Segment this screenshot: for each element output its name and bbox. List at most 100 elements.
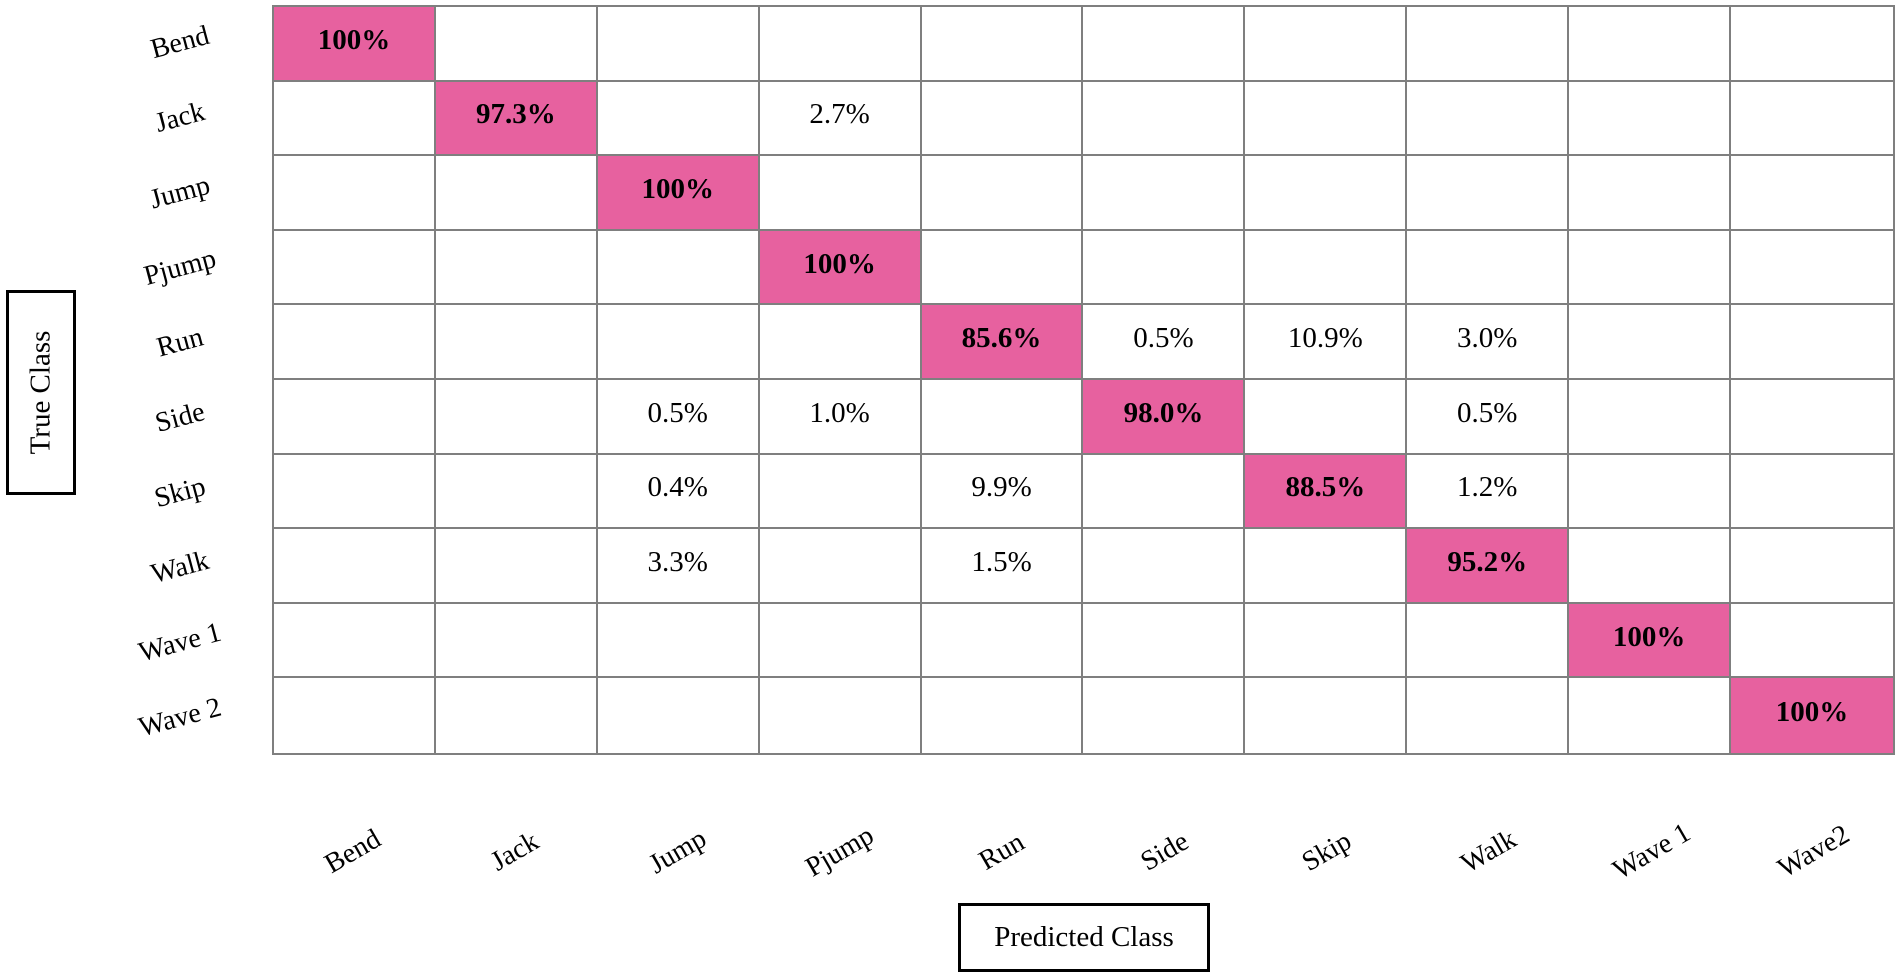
matrix-cell bbox=[435, 379, 598, 455]
matrix-cell bbox=[1407, 156, 1570, 231]
predicted-class-label-box: Predicted Class bbox=[958, 903, 1210, 972]
matrix-cell bbox=[435, 603, 598, 679]
matrix-cell bbox=[1407, 678, 1570, 753]
matrix-cell bbox=[759, 7, 922, 82]
matrix-cell bbox=[1245, 603, 1408, 679]
matrix-cell bbox=[1569, 454, 1732, 530]
matrix-cell bbox=[435, 454, 598, 530]
matrix-cell: 1.5% bbox=[921, 529, 1084, 604]
matrix-cell bbox=[1569, 230, 1732, 306]
matrix-cell bbox=[597, 81, 760, 157]
col-labels: Bend Jack Jump Pjump Run Side Skip Walk Wave 1 Wa… bbox=[319, 817, 1855, 887]
matrix-cell bbox=[1245, 678, 1408, 753]
matrix-cell bbox=[1731, 231, 1893, 306]
matrix-cell bbox=[436, 678, 598, 753]
matrix-cell bbox=[1245, 379, 1408, 455]
matrix-cell: 100% bbox=[1569, 603, 1732, 679]
matrix-cell bbox=[922, 678, 1084, 753]
matrix-cell bbox=[1083, 454, 1246, 530]
matrix-cell bbox=[1569, 379, 1732, 455]
matrix-cell bbox=[274, 529, 436, 604]
matrix-cell bbox=[1407, 603, 1570, 679]
matrix-cell bbox=[1731, 7, 1893, 82]
matrix-cell: 100% bbox=[759, 230, 922, 306]
matrix-cell bbox=[274, 305, 436, 380]
true-class-label: True Class bbox=[24, 330, 57, 455]
matrix-cell bbox=[921, 379, 1084, 455]
matrix-cell bbox=[435, 230, 598, 306]
matrix-cell bbox=[274, 678, 436, 753]
matrix-cell: 3.3% bbox=[597, 529, 760, 604]
matrix-cell bbox=[759, 529, 922, 604]
matrix-cell bbox=[1731, 604, 1893, 679]
matrix-cell bbox=[759, 305, 922, 380]
matrix-cell: 100% bbox=[1731, 678, 1893, 753]
matrix-grid: 100% 97.3% 2.7% 100% 100% 85.6% 0.5% 10.9% 3.0% 0… bbox=[272, 5, 1895, 755]
matrix-cell bbox=[759, 156, 922, 231]
matrix-cell bbox=[435, 7, 598, 82]
matrix-cell bbox=[921, 230, 1084, 306]
matrix-cell: 10.9% bbox=[1245, 305, 1408, 380]
true-class-label-box: True Class bbox=[6, 290, 76, 495]
matrix-cell bbox=[435, 305, 598, 380]
matrix-cell bbox=[597, 603, 760, 679]
matrix-cell: 85.6% bbox=[921, 305, 1084, 380]
matrix-cell: 0.5% bbox=[597, 379, 760, 455]
matrix-cell: 9.9% bbox=[921, 454, 1084, 530]
matrix-cell bbox=[1731, 82, 1893, 157]
matrix-cell bbox=[760, 678, 922, 753]
matrix-cell: 1.2% bbox=[1407, 454, 1570, 530]
matrix-cell bbox=[597, 230, 760, 306]
matrix-cell bbox=[759, 454, 922, 530]
matrix-cell bbox=[921, 81, 1084, 157]
matrix-cell bbox=[1731, 455, 1893, 530]
matrix-cell: 97.3% bbox=[435, 81, 598, 157]
matrix-cell bbox=[274, 454, 436, 530]
matrix-cell bbox=[435, 156, 598, 231]
matrix-cell bbox=[1083, 156, 1246, 231]
matrix-cell bbox=[1245, 156, 1408, 231]
matrix-cell bbox=[1407, 81, 1570, 157]
matrix-cell: 100% bbox=[597, 156, 760, 231]
matrix-cell bbox=[1245, 81, 1408, 157]
matrix-cell: 0.5% bbox=[1407, 379, 1570, 455]
matrix-cell bbox=[274, 156, 436, 231]
matrix-cell bbox=[1731, 380, 1893, 455]
matrix-cell bbox=[1083, 81, 1246, 157]
matrix-cell bbox=[1569, 156, 1732, 231]
matrix-cell: 100% bbox=[274, 7, 436, 82]
matrix-cell bbox=[274, 230, 436, 306]
matrix-cell bbox=[1731, 305, 1893, 380]
matrix-cell bbox=[274, 379, 436, 455]
matrix-cell: 98.0% bbox=[1083, 379, 1246, 455]
matrix-cell bbox=[1407, 7, 1570, 82]
matrix-cell bbox=[921, 156, 1084, 231]
matrix-cell bbox=[1731, 529, 1893, 604]
matrix-cell: 2.7% bbox=[759, 81, 922, 157]
matrix-cell bbox=[1083, 230, 1246, 306]
row-labels: Bend Jack Jump Pjump Run Side Skip Walk Wave 1 Wa… bbox=[60, 5, 300, 755]
matrix-cell bbox=[597, 305, 760, 380]
matrix-cell bbox=[597, 7, 760, 82]
matrix-cell: 1.0% bbox=[759, 379, 922, 455]
matrix-cell bbox=[1731, 156, 1893, 231]
matrix-cell bbox=[1569, 678, 1732, 753]
matrix-cell bbox=[274, 81, 436, 157]
matrix-cell bbox=[1569, 529, 1732, 604]
matrix-cell: 88.5% bbox=[1245, 454, 1408, 530]
matrix-cell bbox=[598, 678, 760, 753]
matrix-cell bbox=[274, 603, 436, 679]
matrix-cell bbox=[1245, 230, 1408, 306]
matrix-cell: 0.4% bbox=[597, 454, 760, 530]
matrix-cell bbox=[1407, 230, 1570, 306]
matrix-cell bbox=[1245, 7, 1408, 82]
matrix-cell bbox=[1083, 529, 1246, 604]
matrix-cell bbox=[759, 603, 922, 679]
matrix-cell bbox=[1569, 305, 1732, 380]
matrix-cell bbox=[1245, 529, 1408, 604]
matrix-cell bbox=[921, 7, 1084, 82]
predicted-class-label: Predicted Class bbox=[994, 921, 1174, 953]
matrix-cell: 95.2% bbox=[1407, 529, 1570, 604]
matrix-cell bbox=[435, 529, 598, 604]
